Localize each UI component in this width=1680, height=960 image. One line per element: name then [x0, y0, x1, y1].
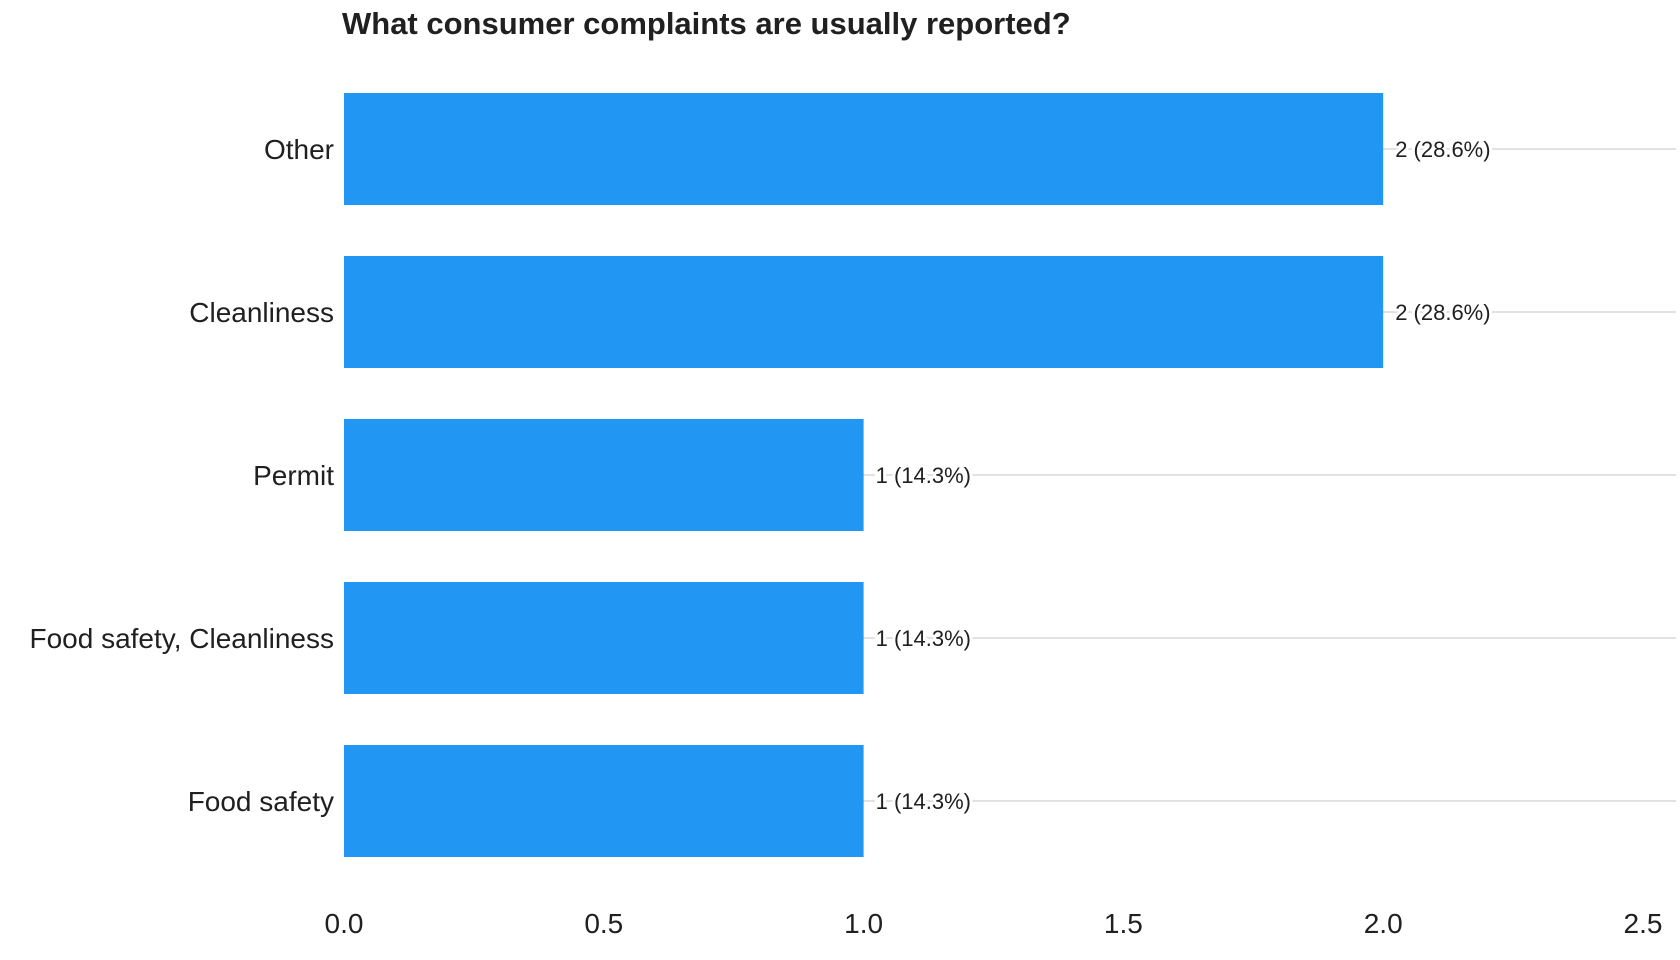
category-label: Food safety, Cleanliness — [29, 623, 334, 654]
bars — [344, 93, 1384, 857]
x-tick-label: 1.0 — [844, 908, 883, 939]
category-label: Food safety — [188, 786, 334, 817]
x-tick-label: 2.5 — [1624, 908, 1663, 939]
x-tick-label: 2.0 — [1364, 908, 1403, 939]
data-labels: 2 (28.6%) 2 (28.6%) 1 (14.3%) 1 (14.3%) 1 (1… — [873, 134, 1494, 817]
category-label: Cleanliness — [189, 297, 334, 328]
x-tick-label: 0.0 — [325, 908, 364, 939]
data-label: 1 (14.3%) — [876, 626, 971, 651]
data-label: 1 (14.3%) — [876, 463, 971, 488]
bar — [344, 256, 1384, 368]
category-label: Other — [264, 134, 334, 165]
bar — [344, 419, 864, 531]
x-tick-label: 0.5 — [584, 908, 623, 939]
bar — [344, 93, 1384, 205]
chart-title: What consumer complaints are usually rep… — [342, 6, 1071, 41]
category-label: Permit — [253, 460, 334, 491]
category-labels: Other Cleanliness Permit Food safety, Clean… — [29, 134, 334, 817]
data-label: 2 (28.6%) — [1395, 300, 1490, 325]
bar — [344, 582, 864, 694]
data-label: 2 (28.6%) — [1395, 137, 1490, 162]
bar — [344, 745, 864, 857]
x-tick-label: 1.5 — [1104, 908, 1143, 939]
x-axis-ticks: 0.0 0.5 1.0 1.5 2.0 2.5 — [325, 908, 1663, 939]
data-label: 1 (14.3%) — [876, 789, 971, 814]
